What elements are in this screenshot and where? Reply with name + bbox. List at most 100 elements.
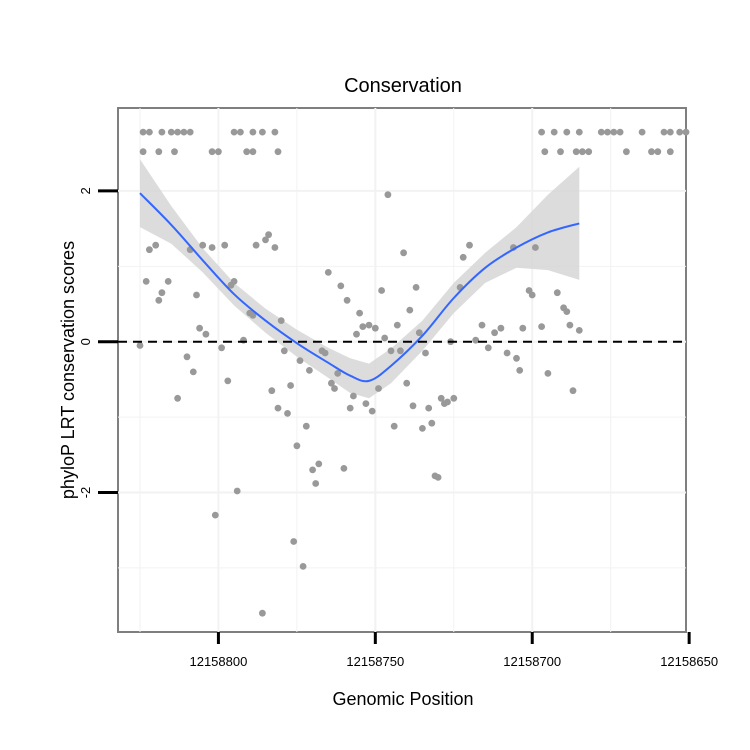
- data-point: [224, 377, 232, 385]
- data-point: [146, 128, 153, 136]
- data-point: [648, 148, 655, 156]
- data-point: [362, 400, 370, 407]
- data-point: [146, 246, 153, 254]
- data-point: [575, 327, 583, 334]
- data-point: [259, 128, 266, 136]
- data-point: [208, 148, 216, 156]
- data-point: [221, 241, 229, 249]
- data-point: [287, 382, 294, 389]
- data-point: [541, 148, 549, 156]
- data-point: [497, 324, 505, 332]
- data-point: [265, 231, 272, 239]
- x-tick-label: 12158800: [189, 654, 247, 669]
- data-point: [585, 148, 593, 156]
- data-point: [233, 487, 241, 495]
- data-point: [202, 330, 210, 338]
- data-point: [682, 128, 690, 136]
- data-point: [563, 128, 571, 136]
- data-point: [142, 278, 150, 285]
- data-point: [513, 354, 520, 362]
- data-point: [503, 349, 511, 357]
- data-points: [136, 128, 690, 617]
- data-point: [566, 321, 574, 329]
- data-point: [419, 425, 426, 432]
- data-point: [340, 465, 348, 472]
- data-point: [271, 128, 279, 136]
- data-point: [544, 370, 552, 377]
- data-point: [164, 278, 172, 285]
- data-point: [315, 460, 323, 468]
- data-point: [359, 323, 367, 330]
- data-point: [296, 357, 304, 364]
- data-point: [491, 329, 498, 337]
- data-point: [676, 128, 684, 136]
- data-point: [215, 148, 222, 156]
- data-point: [553, 289, 561, 297]
- data-point: [186, 128, 194, 136]
- data-point: [569, 387, 577, 395]
- data-point: [139, 148, 147, 156]
- data-point: [393, 321, 401, 329]
- data-point: [324, 269, 332, 276]
- data-point: [403, 379, 411, 387]
- data-point: [450, 394, 458, 402]
- data-point: [193, 291, 200, 299]
- data-point: [579, 148, 586, 156]
- data-point: [343, 296, 351, 304]
- data-point: [328, 379, 335, 387]
- data-point: [557, 148, 564, 156]
- data-point: [243, 148, 251, 156]
- data-point: [422, 349, 429, 357]
- data-point: [378, 287, 385, 294]
- data-point: [400, 249, 407, 257]
- data-point: [136, 342, 144, 349]
- data-point: [262, 236, 269, 244]
- data-point: [519, 324, 527, 332]
- data-point: [368, 407, 376, 415]
- data-point: [654, 148, 662, 156]
- x-tick-label: 12158700: [503, 654, 561, 669]
- data-point: [277, 317, 285, 324]
- data-point: [346, 404, 354, 412]
- data-point: [331, 385, 338, 392]
- data-point: [375, 385, 382, 392]
- data-point: [230, 128, 238, 136]
- data-point: [199, 241, 207, 249]
- data-point: [337, 282, 345, 290]
- data-point: [158, 128, 166, 136]
- data-point: [353, 330, 360, 338]
- data-point: [610, 128, 618, 136]
- data-point: [302, 422, 310, 430]
- data-point: [532, 244, 539, 251]
- data-point: [252, 241, 260, 249]
- data-point: [174, 394, 182, 402]
- data-point: [412, 284, 420, 291]
- data-point: [365, 321, 373, 329]
- data-point: [538, 128, 545, 136]
- data-point: [312, 480, 320, 487]
- confidence-band-area: [140, 159, 580, 399]
- y-tick-label: 2: [78, 187, 93, 194]
- data-point: [211, 511, 219, 519]
- data-point: [321, 349, 329, 357]
- data-point: [409, 402, 417, 410]
- data-point: [484, 344, 492, 352]
- data-point: [604, 128, 611, 136]
- data-point: [309, 466, 316, 474]
- data-point: [616, 128, 624, 136]
- data-point: [268, 387, 276, 395]
- data-point: [274, 148, 282, 156]
- data-point: [306, 367, 313, 374]
- data-point: [183, 353, 191, 361]
- data-point: [189, 368, 197, 376]
- x-tick-label: 12158750: [346, 654, 404, 669]
- data-point: [472, 336, 480, 344]
- data-point: [425, 404, 433, 412]
- data-point: [180, 128, 188, 136]
- data-point: [528, 291, 536, 299]
- data-point: [293, 442, 301, 450]
- data-point: [249, 148, 257, 156]
- data-point: [249, 128, 257, 136]
- data-point: [290, 538, 298, 545]
- data-point: [271, 244, 279, 251]
